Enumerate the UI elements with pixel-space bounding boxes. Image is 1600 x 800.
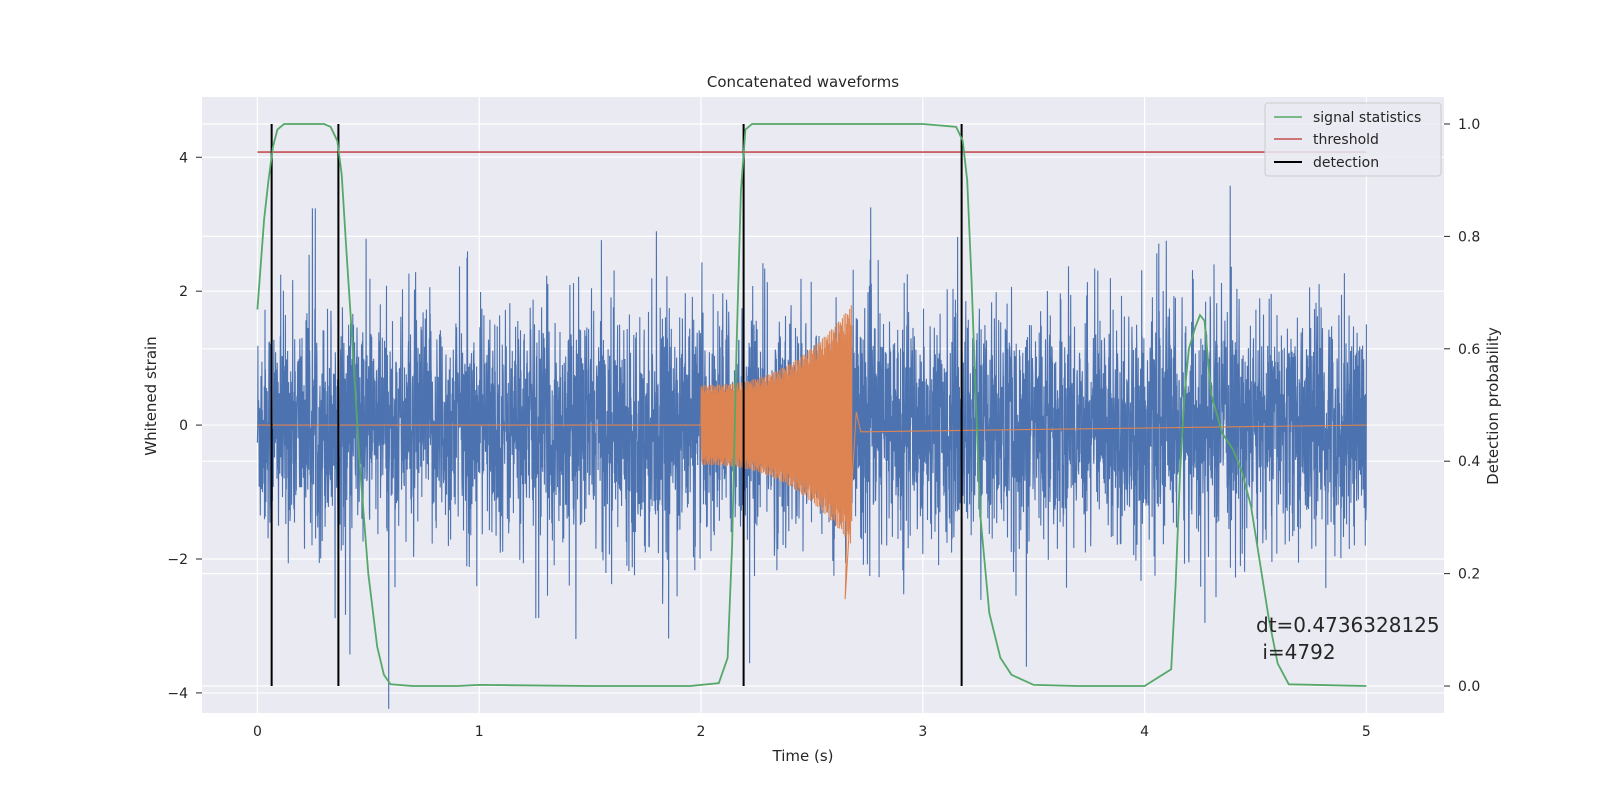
x-axis-label: Time (s) <box>772 747 834 765</box>
x-tick-label: 3 <box>918 724 927 740</box>
legend-label-signal-statistics: signal statistics <box>1313 110 1421 126</box>
x-axis-ticks: 0 1 2 3 4 5 <box>253 724 1371 740</box>
legend-label-threshold: threshold <box>1313 132 1379 148</box>
y-tick-label: −2 <box>167 552 188 568</box>
annotation-dt: dt=0.4736328125 <box>1256 613 1440 637</box>
y2-tick-label: 0.0 <box>1458 679 1480 695</box>
y2-axis-ticks: 0.0 0.2 0.4 0.6 0.8 1.0 <box>1444 117 1480 695</box>
y-tick-label: 0 <box>179 418 188 434</box>
chart-title: Concatenated waveforms <box>707 73 899 91</box>
annotation-index: i=4792 <box>1256 640 1336 664</box>
y-tick-label: 2 <box>179 284 188 300</box>
y-axis-ticks: −4 −2 0 2 4 <box>167 150 202 702</box>
legend: signal statistics threshold detection <box>1265 103 1441 176</box>
chart: 0 1 2 3 4 5 −4 −2 0 2 4 0.0 0.2 0.4 0.6 0.8 1.0 Concat… <box>0 0 1600 800</box>
y2-tick-label: 1.0 <box>1458 117 1480 133</box>
y2-tick-label: 0.2 <box>1458 567 1480 583</box>
y2-tick-label: 0.6 <box>1458 342 1480 358</box>
legend-label-detection: detection <box>1313 155 1379 171</box>
y-tick-label: 4 <box>179 150 188 166</box>
x-tick-label: 1 <box>475 724 484 740</box>
x-tick-label: 0 <box>253 724 262 740</box>
y-tick-label: −4 <box>167 686 188 702</box>
x-tick-label: 5 <box>1362 724 1371 740</box>
y-axis-label: Whitened strain <box>142 336 160 455</box>
y2-axis-label: Detection probability <box>1484 327 1502 485</box>
x-tick-label: 4 <box>1140 724 1149 740</box>
x-tick-label: 2 <box>697 724 706 740</box>
y2-tick-label: 0.8 <box>1458 229 1480 245</box>
y2-tick-label: 0.4 <box>1458 454 1480 470</box>
